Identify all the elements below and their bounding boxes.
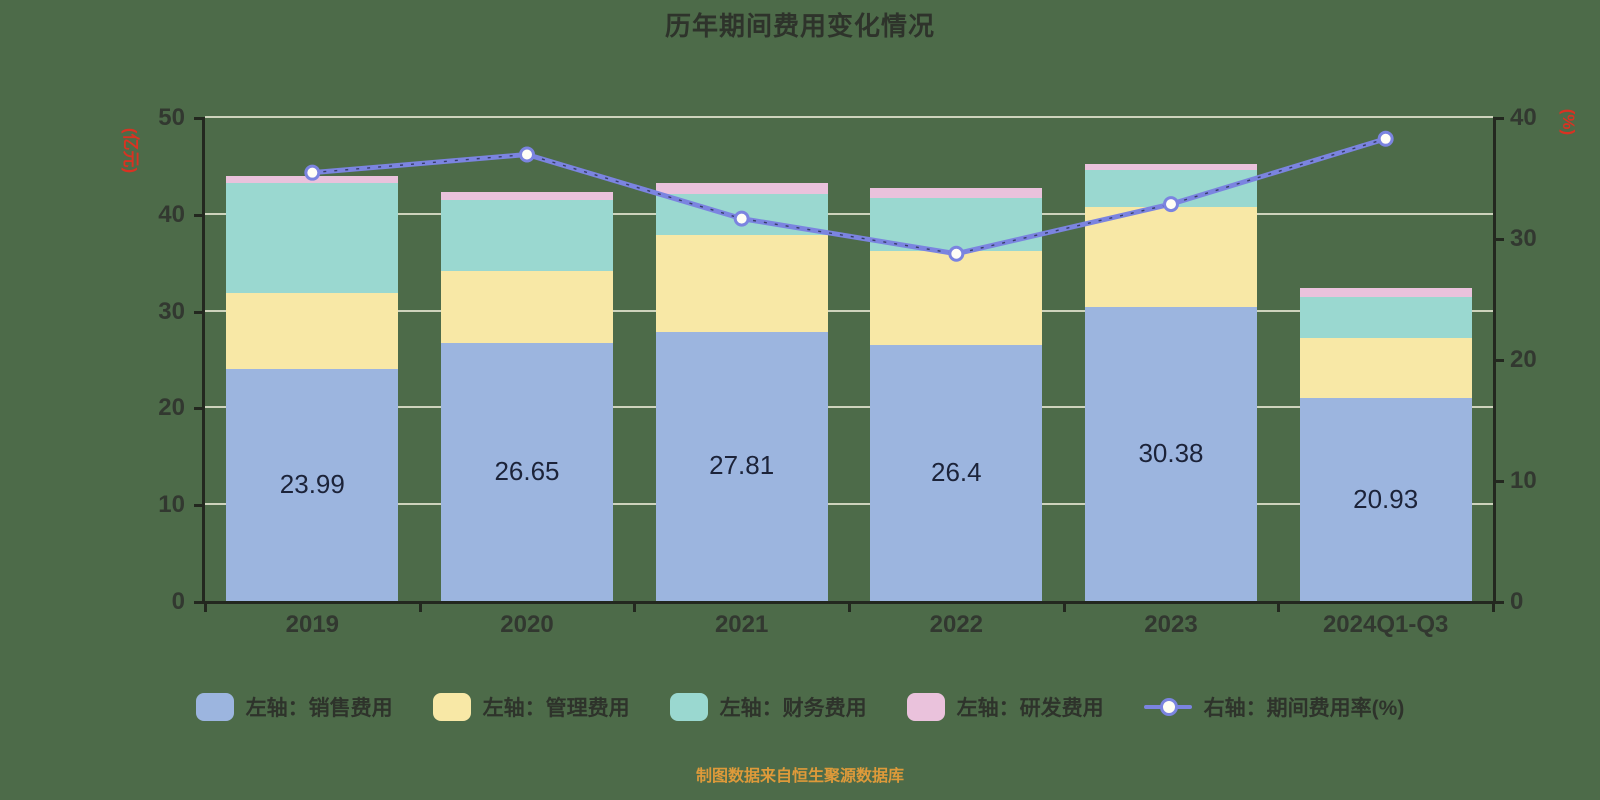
x-axis-tick-label: 2022 (929, 611, 984, 638)
y-axis-tick-label: 20 (1510, 346, 1537, 373)
line-marker (519, 146, 535, 163)
line-marker (304, 164, 321, 181)
line-marker (1377, 130, 1394, 147)
x-axis-tick (848, 604, 851, 612)
chart-title: 历年期间费用变化情况 (664, 11, 935, 41)
right-axis-tick (1496, 359, 1504, 362)
legend-label: 右轴：期间费用率(%) (1203, 697, 1405, 720)
right-axis-tick (1496, 117, 1504, 120)
x-axis-tick (1492, 604, 1495, 612)
y-axis-tick-label: 30 (158, 297, 185, 325)
x-axis-tick-label: 2019 (285, 611, 340, 638)
left-axis-tick (194, 504, 202, 508)
y-axis-tick-label: 20 (158, 394, 185, 422)
x-axis-tick-label: 2023 (1144, 611, 1198, 638)
bar-segment (655, 234, 828, 332)
legend-line-marker-icon (1143, 697, 1192, 717)
legend-swatch-icon (669, 693, 708, 721)
y-axis-tick-label: 50 (158, 104, 185, 131)
y-axis-tick-label: 10 (1510, 467, 1537, 494)
left-axis-tick (194, 213, 202, 217)
gridline (205, 309, 1493, 312)
left-axis-tick (194, 117, 202, 120)
bar-segment (226, 293, 399, 369)
legend-swatch-icon (432, 693, 471, 721)
legend-item[interactable]: 左轴：销售费用 (195, 692, 393, 722)
y-axis-tick-label: 0 (1510, 588, 1524, 615)
trend-line-dash-texture (312, 138, 1386, 255)
x-axis-tick (1062, 604, 1066, 612)
bar-segment (226, 182, 399, 294)
y-axis-tick-label: 10 (158, 491, 185, 519)
line-marker (948, 245, 965, 262)
bar-segment (1085, 207, 1257, 307)
bar-segment (1299, 296, 1472, 339)
legend-line-dot (1159, 698, 1178, 716)
right-axis-tick (1496, 601, 1504, 604)
legend-label: 左轴：研发费用 (956, 697, 1104, 720)
x-axis-tick-label: 2020 (500, 611, 554, 638)
y-axis-tick-label: 40 (158, 200, 185, 228)
bar-segment: 30.38 (1085, 306, 1257, 601)
bar-value-label: 30.38 (1138, 437, 1204, 468)
bar-segment: 26.65 (441, 343, 613, 601)
bar-value-label: 23.99 (279, 468, 345, 499)
bar-segment (870, 250, 1043, 346)
gridline (205, 503, 1493, 506)
legend-item[interactable]: 左轴：财务费用 (669, 692, 867, 722)
bar-value-label: 26.65 (494, 456, 560, 486)
right-axis-line (1493, 117, 1496, 604)
bar-segment: 26.4 (870, 345, 1043, 601)
bar-segment (655, 182, 828, 195)
legend-item[interactable]: 右轴：期间费用率(%) (1143, 692, 1405, 722)
x-axis-tick (204, 604, 207, 612)
left-axis-line (202, 117, 205, 604)
legend-label: 左轴：财务费用 (719, 697, 867, 720)
x-axis-tick-label: 2021 (714, 611, 769, 638)
bar-segment: 27.81 (655, 331, 828, 601)
right-axis-tick (1496, 238, 1504, 241)
left-axis-tick (194, 407, 202, 411)
x-axis-tick (418, 604, 422, 612)
gridline (205, 406, 1493, 409)
legend-swatch-icon (195, 693, 234, 721)
gridline (205, 212, 1493, 215)
y-axis-tick-label: 0 (171, 588, 185, 615)
right-axis-tick (1496, 480, 1504, 483)
y-axis-tick-label: 30 (1510, 225, 1537, 252)
bar-value-label: 20.93 (1353, 483, 1419, 514)
legend-item[interactable]: 左轴：研发费用 (906, 692, 1104, 722)
bar-segment: 23.99 (226, 368, 399, 601)
bar-segment (870, 187, 1043, 199)
bar-segment (441, 199, 613, 272)
bar-segment (1299, 338, 1472, 399)
x-axis-tick-label: 2024Q1-Q3 (1322, 611, 1449, 638)
bar-segment: 20.93 (1299, 398, 1472, 601)
bar-segment (1299, 288, 1472, 297)
legend-swatch-icon (906, 693, 945, 721)
x-axis-line (202, 601, 1496, 604)
bar-segment (441, 271, 613, 344)
bar-segment (441, 192, 613, 200)
y-axis-tick-label: 40 (1510, 104, 1537, 131)
legend-label: 左轴：管理费用 (482, 697, 630, 720)
gridline (205, 116, 1493, 118)
left-axis-tick (194, 601, 202, 604)
line-marker (1163, 196, 1179, 213)
bar-value-label: 27.81 (709, 450, 775, 481)
line-marker (733, 210, 750, 227)
trend-line (312, 136, 1387, 257)
data-source-caption: 制图数据来自恒生聚源数据库 (695, 768, 904, 785)
x-axis-tick (1277, 604, 1281, 612)
bar-value-label: 26.4 (931, 457, 982, 488)
x-axis-tick (633, 604, 637, 612)
legend-label: 左轴：销售费用 (245, 697, 393, 720)
legend: 左轴：销售费用 左轴：管理费用 左轴：财务费用 左轴：研发费用 右轴：期间费用率(%) (0, 692, 1600, 722)
bar-segment (1085, 163, 1257, 171)
legend-item[interactable]: 左轴：管理费用 (432, 692, 630, 722)
left-axis-tick (194, 310, 202, 314)
